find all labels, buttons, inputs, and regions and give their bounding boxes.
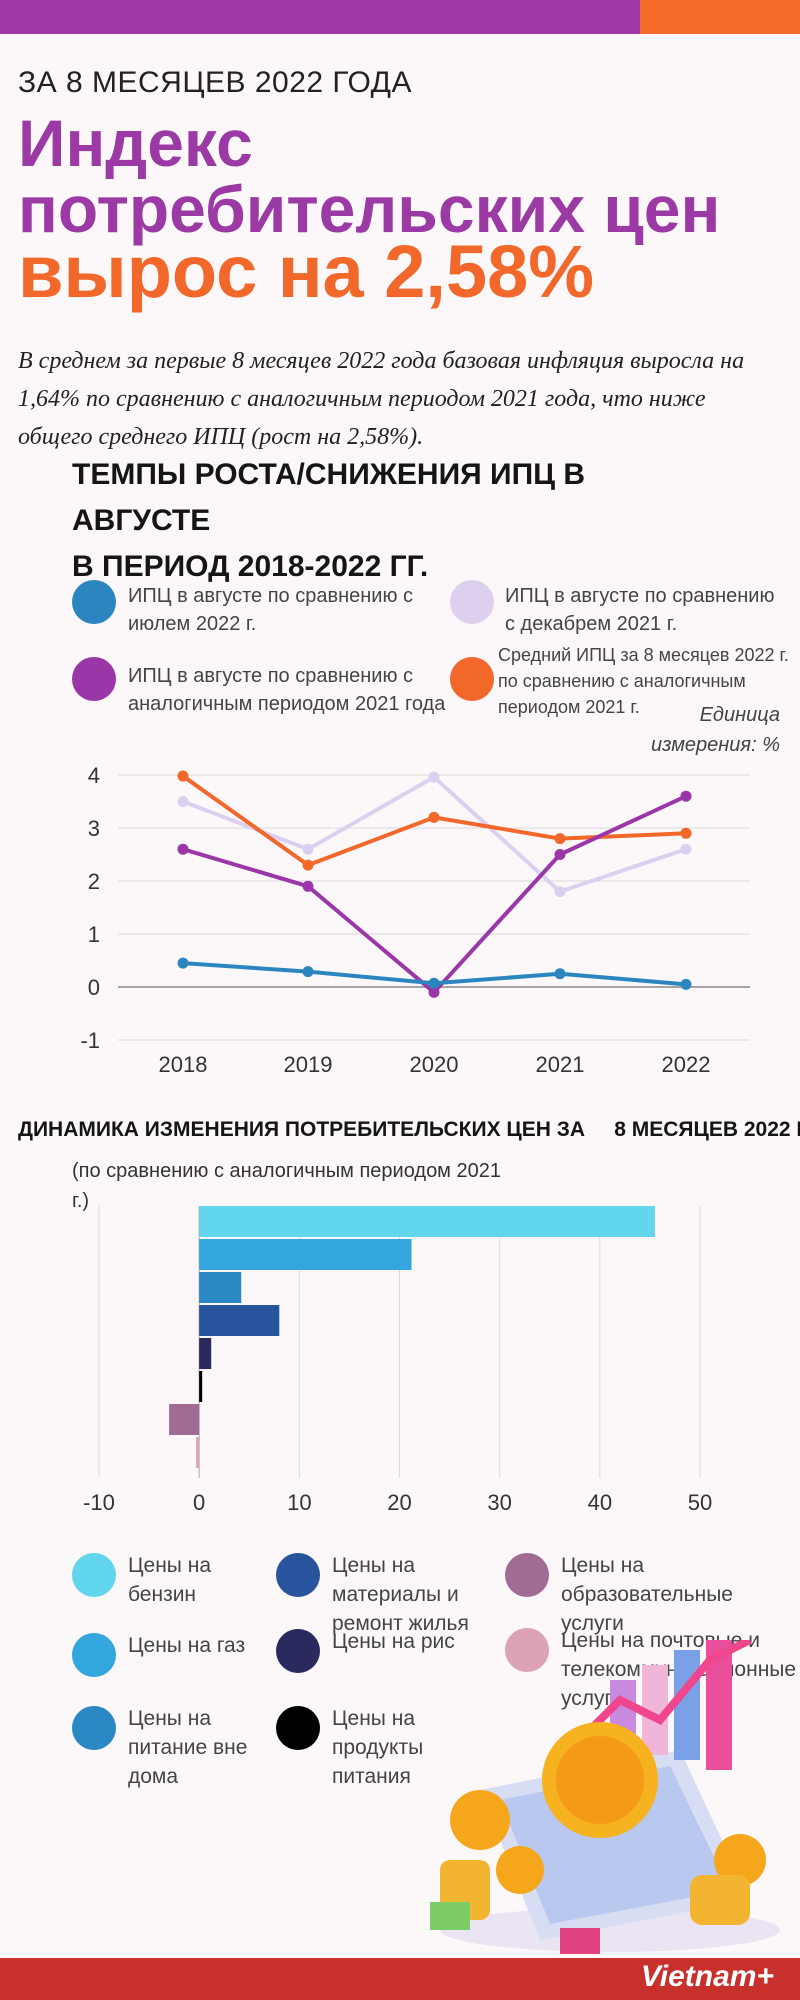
bar-4: [199, 1338, 212, 1369]
legend-label-series-0: ИПЦ в августе по сравнению с июлем 2022 …: [128, 585, 414, 635]
series-point-3: [554, 833, 566, 845]
x-tick-label: 2021: [536, 1052, 585, 1077]
series-point-0: [680, 978, 692, 990]
bar-legend-dot-3: [276, 1553, 320, 1597]
line-chart-title: ТЕМПЫ РОСТА/СНИЖЕНИЯ ИПЦ В АВГУСТЕ В ПЕР…: [72, 452, 712, 590]
bar-0: [199, 1206, 655, 1237]
bar-legend-dot-6: [505, 1553, 549, 1597]
series-point-0: [554, 968, 566, 980]
x-tick-label: 40: [588, 1490, 612, 1515]
series-point-3: [177, 770, 189, 782]
bar-7: [196, 1437, 200, 1468]
x-tick-label: 0: [193, 1490, 205, 1515]
bar-legend-label-6: Цены на образовательные услуги: [561, 1554, 733, 1635]
y-tick-label: 0: [88, 975, 100, 1000]
series-point-1: [177, 843, 189, 855]
legend-dot-series-2: [450, 580, 494, 624]
x-tick-label: 2020: [410, 1052, 459, 1077]
x-tick-label: 2019: [284, 1052, 333, 1077]
legend-label-series-2: ИПЦ в августе по сравнению с декабрем 20…: [505, 585, 775, 635]
bar-legend-label-0: Цены на бензин: [128, 1554, 212, 1606]
page-title: Индекс потребительских цен: [18, 106, 721, 246]
bar-legend-label-1: Цены на газ: [128, 1634, 246, 1657]
footer-bar: [0, 1958, 800, 2000]
bar-3: [199, 1305, 280, 1336]
series-point-2: [428, 771, 440, 783]
series-point-2: [177, 796, 189, 807]
bar-decor-3: [674, 1650, 700, 1760]
y-tick-label: 4: [88, 763, 100, 788]
bar-legend-dot-5: [276, 1706, 320, 1750]
x-tick-label: 2022: [662, 1052, 711, 1077]
y-tick-label: 3: [88, 816, 100, 841]
series-point-1: [554, 849, 566, 860]
x-tick-label: 30: [487, 1490, 511, 1515]
x-tick-label: 10: [287, 1490, 311, 1515]
coin-icon-3: [714, 1834, 766, 1886]
cash-stack: [430, 1902, 470, 1930]
legend-label-series-1: ИПЦ в августе по сравнению с аналогичным…: [128, 665, 446, 715]
bar-legend-dot-4: [276, 1629, 320, 1673]
legend-dot-series-1: [72, 657, 116, 701]
series-point-1: [428, 986, 440, 998]
bar-legend-dot-1: [72, 1633, 116, 1677]
x-tick-label: 50: [688, 1490, 712, 1515]
bar-5: [199, 1371, 203, 1402]
series-point-2: [554, 886, 566, 898]
x-tick-label: 20: [387, 1490, 411, 1515]
coin-stack-right: [690, 1875, 750, 1925]
bar-legend-dot-2: [72, 1706, 116, 1750]
summary-paragraph: В среднем за первые 8 месяцев 2022 года …: [18, 348, 745, 450]
bar-chart: -10 0 10 20 30 40 50: [83, 1206, 712, 1515]
legend-label-series-3: Средний ИПЦ за 8 месяцев 2022 г. по срав…: [498, 645, 789, 717]
series-point-0: [428, 977, 440, 989]
bar-chart-subtitle: (по сравнению с аналогичным периодом 202…: [72, 1160, 501, 1212]
y-tick-label: -1: [80, 1028, 100, 1053]
coin-icon-2: [496, 1846, 544, 1894]
bar-legend-label-3: Цены на материалы и ремонт жилья: [332, 1554, 469, 1635]
trend-arrow-icon: [567, 1640, 752, 1753]
line-chart-title-line1: ТЕМПЫ РОСТА/СНИЖЕНИЯ ИПЦ В АВГУСТЕ: [72, 458, 586, 537]
series-line-1: [182, 794, 687, 995]
top-bar-purple: [0, 0, 640, 34]
page-title-accent: вырос на 2,58%: [18, 230, 595, 313]
coin-large-inner: [556, 1736, 644, 1824]
series-point-2: [302, 843, 314, 855]
series-point-3: [428, 811, 440, 823]
bar-2: [199, 1272, 242, 1303]
coin-icon-1: [450, 1790, 510, 1850]
series-point-1: [680, 790, 692, 802]
bar-legend-label-5: Цены на продукты питания: [332, 1707, 424, 1788]
bar-legend-label-2: Цены на питание вне дома: [128, 1707, 248, 1788]
bar-legend-dot-0: [72, 1553, 116, 1597]
kicker-text: ЗА 8 МЕСЯЦЕВ 2022 ГОДА: [18, 66, 412, 99]
gift-box: [560, 1928, 600, 1954]
series-point-2: [680, 843, 692, 855]
legend-dot-series-3: [450, 657, 494, 701]
line-chart-title-line2: В ПЕРИОД 2018-2022 ГГ.: [72, 550, 429, 583]
bar-legend-label-4: Цены на рис: [332, 1630, 455, 1653]
x-tick-label: 2018: [159, 1052, 208, 1077]
line-chart: -1 0 1 2 3 4 2018 2019 2020 2021 2022: [80, 763, 750, 1077]
bar-6: [169, 1404, 200, 1435]
series-line-2: [182, 775, 687, 894]
series-point-0: [177, 957, 189, 969]
top-bar-orange: [640, 0, 800, 34]
brand-logo: Vietnam+: [640, 1960, 774, 1993]
bar-legend-dot-7: [505, 1628, 549, 1672]
bar-chart-title: ДИНАМИКА ИЗМЕНЕНИЯ ПОТРЕБИТЕЛЬСКИХ ЦЕН З…: [18, 1118, 800, 1141]
x-tick-label: -10: [83, 1490, 115, 1515]
bar-1: [199, 1239, 412, 1270]
series-point-3: [680, 827, 692, 839]
series-point-1: [302, 880, 314, 892]
legend-dot-series-0: [72, 580, 116, 624]
coins-illustration: [430, 1640, 780, 1954]
y-tick-label: 2: [88, 869, 100, 894]
y-tick-label: 1: [88, 922, 100, 947]
series-point-3: [302, 859, 314, 871]
unit-note: Единица измерения: %: [651, 704, 780, 756]
series-point-0: [302, 966, 314, 978]
